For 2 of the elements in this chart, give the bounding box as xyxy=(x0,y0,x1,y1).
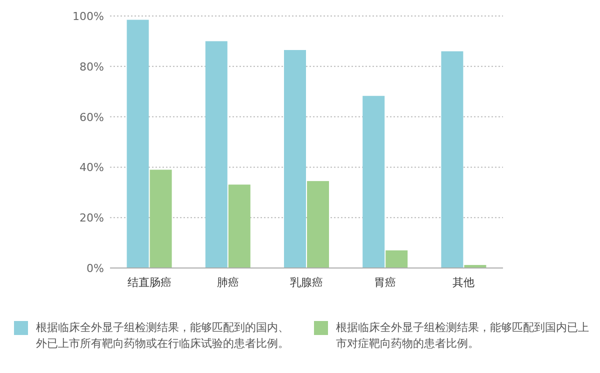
legend-label: 根据临床全外显子组检测结果，能够匹配到国内已上市对症靶向药物的患者比例。 xyxy=(336,320,589,352)
legend-label: 根据临床全外显子组检测结果，能够匹配到的国内、外已上市所有靶向药物或在行临床试验的患者比例。 xyxy=(36,320,289,352)
